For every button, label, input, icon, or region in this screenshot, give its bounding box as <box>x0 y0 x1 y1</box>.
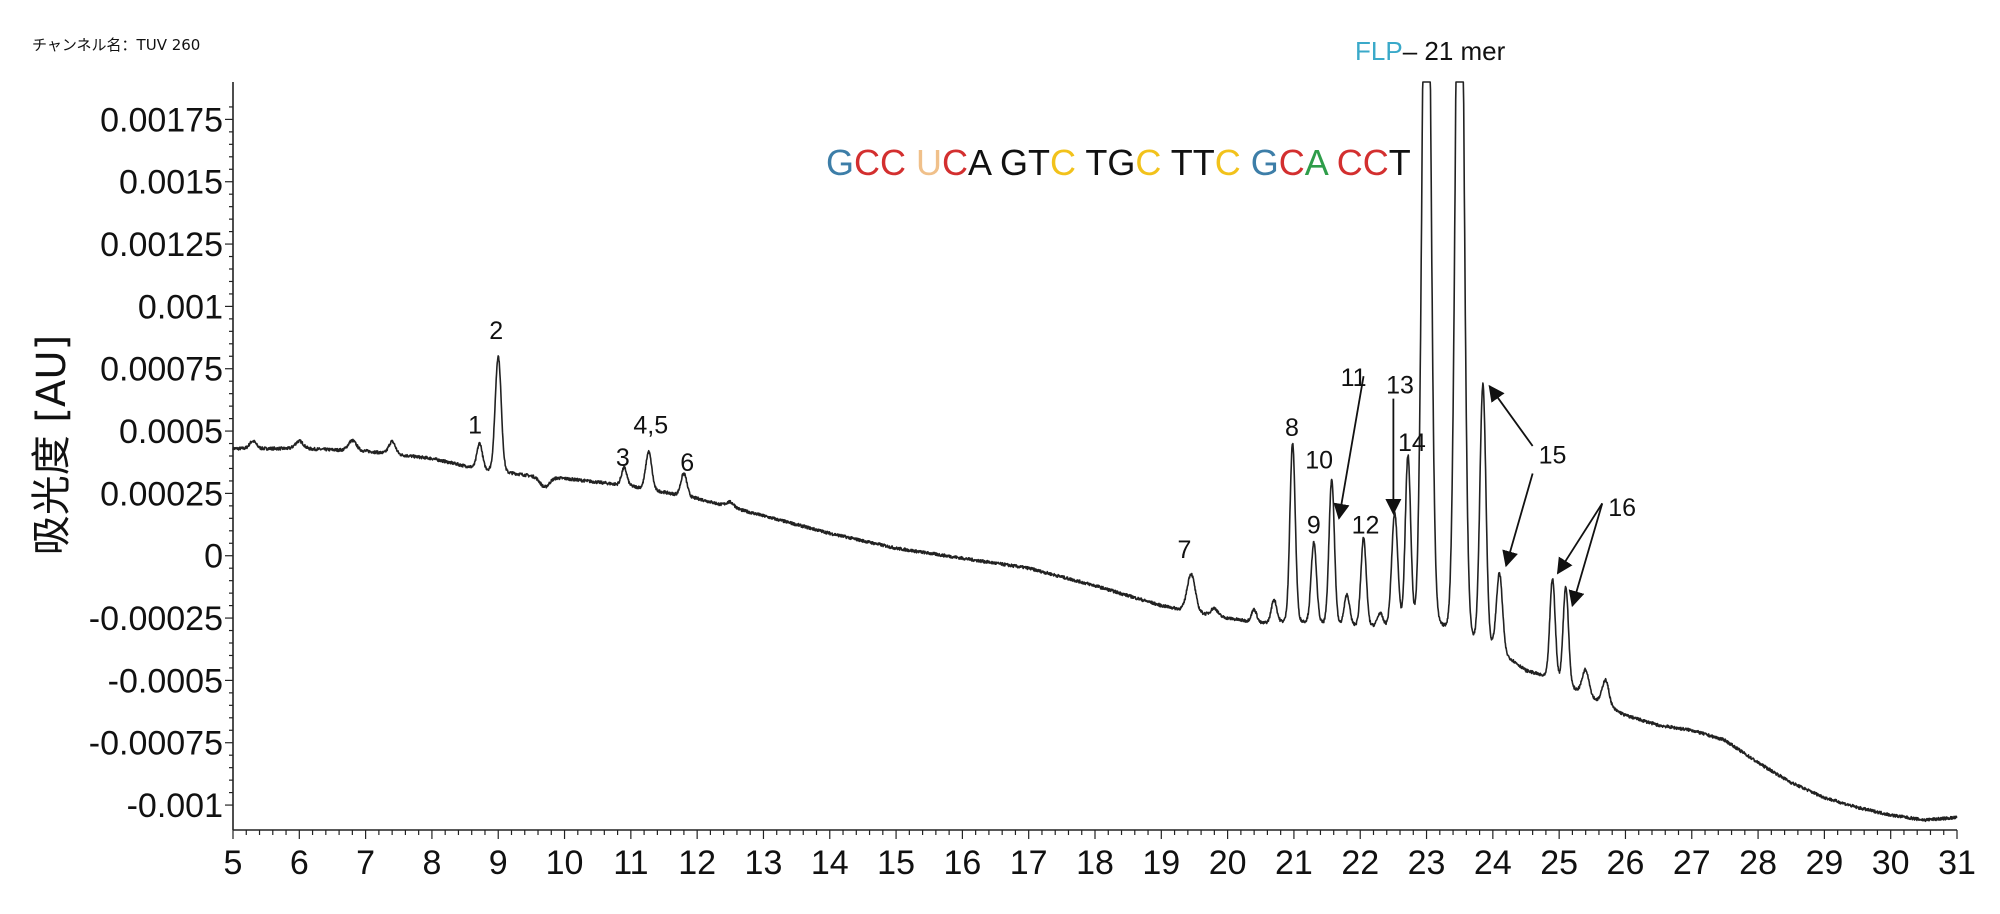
sequence-segment: GT <box>1000 142 1051 183</box>
x-tick-label: 30 <box>1872 844 1910 882</box>
x-tick-label: 15 <box>877 844 915 882</box>
peak-arrow <box>1556 502 1604 575</box>
x-tick-label: 27 <box>1673 844 1711 882</box>
flp-label: FLP <box>1355 36 1403 66</box>
peak-label: 16 <box>1608 494 1636 522</box>
x-tick-label: 5 <box>224 844 243 882</box>
peak-label: 8 <box>1285 414 1299 442</box>
sequence-segment: C <box>942 142 969 183</box>
peak-label: 3 <box>616 444 630 472</box>
peak-arrow <box>1502 473 1534 568</box>
sequence-segment: A <box>1304 142 1337 183</box>
x-tick-label: 21 <box>1275 844 1313 882</box>
peak-arrow <box>1333 376 1365 520</box>
x-axis-ticks: 5 6 7 8 9 10 11 12 13 14 15 16 17 18 19 20 21 22 23 24 25 26 2… <box>224 830 1976 882</box>
sequence-segment: TG <box>1085 142 1136 183</box>
peak-label: 7 <box>1178 536 1192 564</box>
sequence-segment: CC <box>854 142 917 183</box>
x-tick-label: 8 <box>422 844 441 882</box>
sequence-segment: C <box>1278 142 1305 183</box>
peak-label: 14 <box>1398 429 1426 457</box>
x-tick-label: 12 <box>678 844 716 882</box>
peak-label: 9 <box>1307 511 1321 539</box>
x-tick-label: 14 <box>811 844 849 882</box>
x-tick-label: 9 <box>489 844 508 882</box>
y-tick-label: -0.00075 <box>89 725 223 763</box>
sequence-segment: C <box>1050 142 1086 183</box>
sequence-segment: CC <box>1336 142 1389 183</box>
channel-name-label: チャンネル名：TUV 260 <box>32 36 201 54</box>
mer-label: – 21 mer <box>1402 36 1506 66</box>
y-tick-label: 0.001 <box>138 288 223 326</box>
x-tick-label: 23 <box>1408 844 1446 882</box>
main-peak-label: FLP– 21 mer <box>1355 36 1505 67</box>
peak-label: 13 <box>1386 372 1414 400</box>
peak-arrow <box>1488 384 1534 447</box>
sequence-segment: U <box>916 142 943 183</box>
sequence-segment: C <box>1214 142 1251 183</box>
x-tick-label: 18 <box>1076 844 1114 882</box>
y-tick-label: 0.00175 <box>100 101 223 139</box>
y-tick-label: -0.001 <box>127 787 223 825</box>
peak-label: 11 <box>1341 364 1367 392</box>
x-tick-label: 17 <box>1010 844 1048 882</box>
x-tick-label: 20 <box>1209 844 1247 882</box>
chromatogram-trace <box>232 81 1958 823</box>
x-tick-label: 24 <box>1474 844 1512 882</box>
y-tick-label: 0.00125 <box>100 226 223 264</box>
peak-arrow <box>1568 503 1604 608</box>
x-tick-label: 11 <box>613 844 648 882</box>
sequence-segment: T <box>1388 142 1411 183</box>
x-tick-label: 29 <box>1805 844 1843 882</box>
peak-label: 4,5 <box>633 412 668 440</box>
sequence-segment: G <box>826 142 855 183</box>
peak-label: 12 <box>1352 511 1380 539</box>
x-tick-label: 10 <box>546 844 584 882</box>
sequence-segment: A <box>968 142 1001 183</box>
y-tick-label: 0.00075 <box>100 351 223 389</box>
y-tick-label: 0 <box>204 538 223 576</box>
peak-label: 15 <box>1539 441 1567 469</box>
y-tick-label: -0.00025 <box>89 600 223 638</box>
x-tick-label: 22 <box>1341 844 1379 882</box>
x-tick-label: 31 <box>1938 844 1976 882</box>
y-tick-label: -0.0005 <box>108 662 223 700</box>
y-axis-ticks: 0.00175 0.0015 0.00125 0.001 0.00075 0.0005 0.… <box>89 101 233 825</box>
y-axis-title: 吸光度 [AU] <box>29 334 75 556</box>
peak-label: 2 <box>489 317 503 345</box>
x-tick-label: 19 <box>1142 844 1180 882</box>
x-tick-label: 7 <box>356 844 375 882</box>
y-tick-label: 0.00025 <box>100 475 223 513</box>
x-tick-label: 28 <box>1739 844 1777 882</box>
x-tick-label: 25 <box>1540 844 1578 882</box>
peak-arrows <box>1333 376 1604 608</box>
peak-label: 10 <box>1305 446 1333 474</box>
y-tick-label: 0.0005 <box>119 413 223 451</box>
sequence-segment: TT <box>1170 142 1215 183</box>
peak-label: 6 <box>680 449 694 477</box>
peak-label: 1 <box>468 412 482 440</box>
x-tick-label: 16 <box>943 844 981 882</box>
sequence-segment: G <box>1250 142 1279 183</box>
sequence-segment: C <box>1135 142 1171 183</box>
x-tick-label: 26 <box>1607 844 1645 882</box>
x-tick-label: 13 <box>745 844 783 882</box>
oligo-sequence: GCC UCA GTC TGC TTC GCA CCT <box>826 142 1411 184</box>
y-tick-label: 0.0015 <box>119 164 223 202</box>
x-tick-label: 6 <box>290 844 309 882</box>
